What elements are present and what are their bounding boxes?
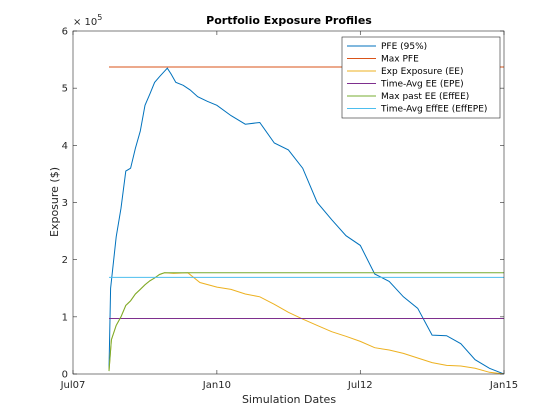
legend-entry-pfe-95: PFE (95%): [347, 42, 427, 52]
x-tick-label: Jan15: [489, 380, 518, 391]
legend-label: Time-Avg EffEE (EffEPE): [380, 105, 487, 115]
legend-entry-time-avg-effee-effepe: Time-Avg EffEE (EffEPE): [347, 105, 487, 115]
series-line-pfe-95: [108, 67, 504, 374]
legend-items: PFE (95%) Max PFE Exp Exposure (EE) Time-Av…: [347, 42, 487, 115]
axis-ticks: Jul07 Jan10 Jul12 Jan15 0 1 2 3 4 5 6: [60, 27, 518, 392]
x-axis-label: Simulation Dates: [242, 393, 336, 406]
series-line-max-past-ee-effee: [108, 272, 504, 372]
y-axis-exponent-base: × 10: [73, 17, 97, 28]
y-tick-label: 2: [62, 255, 68, 266]
y-tick-label: 4: [62, 141, 68, 152]
y-tick-label: 0: [62, 370, 68, 381]
legend-label: Max PFE: [381, 55, 419, 65]
x-tick-label: Jan10: [202, 380, 231, 391]
chart-legend: PFE (95%) Max PFE Exp Exposure (EE) Time-Av…: [341, 36, 501, 119]
legend-box: [341, 36, 501, 119]
y-tick-label: 6: [62, 27, 68, 38]
y-tick-label: 5: [62, 84, 68, 95]
x-tick-label: Jul12: [347, 380, 373, 391]
legend-entry-time-avg-ee-epe: Time-Avg EE (EPE): [347, 80, 464, 90]
legend-label: PFE (95%): [381, 42, 427, 52]
legend-label: Time-Avg EE (EPE): [380, 80, 464, 90]
y-axis-label: Exposure ($): [48, 167, 61, 237]
x-tick-label: Jul07: [60, 380, 86, 391]
legend-entry-max-pfe: Max PFE: [347, 55, 419, 65]
series-layer: [108, 66, 504, 374]
legend-label: Exp Exposure (EE): [381, 67, 464, 77]
legend-entry-max-past-ee-effee: Max past EE (EffEE): [347, 92, 469, 102]
y-tick-label: 3: [62, 198, 68, 209]
legend-entry-exp-exposure-ee: Exp Exposure (EE): [347, 67, 464, 77]
legend-label: Max past EE (EffEE): [381, 92, 469, 102]
chart-title: Portfolio Exposure Profiles: [206, 14, 372, 27]
y-axis-exponent-power: 5: [97, 13, 102, 22]
y-tick-label: 1: [62, 312, 68, 323]
y-axis-exponent: × 105: [73, 13, 102, 28]
